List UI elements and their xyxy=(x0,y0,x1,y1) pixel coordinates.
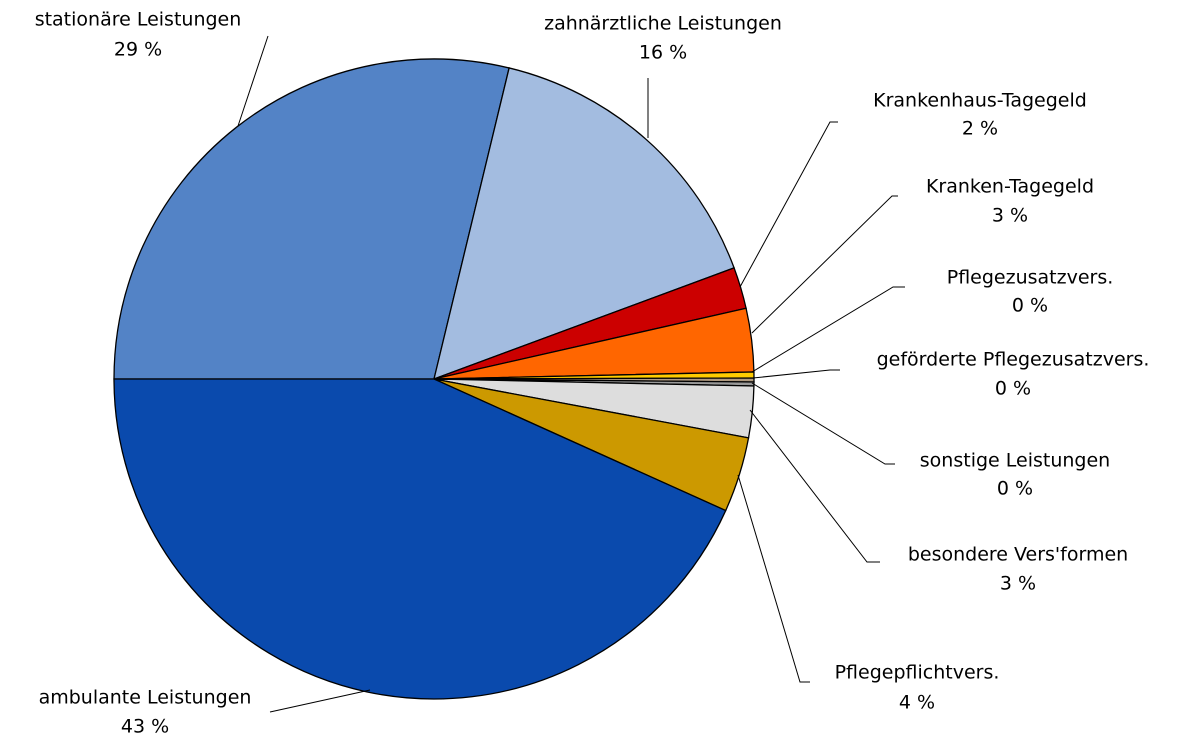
slice-label: Pflegezusatzvers. xyxy=(947,267,1114,289)
slice-value-label: 0 % xyxy=(995,378,1031,400)
pie-slice xyxy=(113,378,727,700)
slice-value-label: 2 % xyxy=(962,118,998,140)
leader-line xyxy=(739,121,838,288)
slice-value-label: 4 % xyxy=(899,692,935,714)
pie-slice xyxy=(433,67,735,381)
slice-value-label: 43 % xyxy=(121,716,169,738)
slice-label: ambulante Leistungen xyxy=(39,687,252,709)
slice-value-label: 3 % xyxy=(1000,573,1036,595)
leader-line xyxy=(737,474,810,683)
slice-label: Kranken-Tagegeld xyxy=(926,176,1094,198)
slice-label: sonstige Leistungen xyxy=(920,450,1110,472)
slice-value-label: 3 % xyxy=(992,205,1028,227)
slice-label: Pflegepflichtvers. xyxy=(835,662,1000,684)
slice-label: zahnärztliche Leistungen xyxy=(544,13,782,35)
leader-line xyxy=(751,195,898,334)
leader-line xyxy=(237,35,269,127)
slice-label: besondere Vers'formen xyxy=(908,544,1128,566)
leader-line xyxy=(751,286,905,373)
slice-value-label: 29 % xyxy=(114,39,162,61)
leader-line xyxy=(269,689,371,713)
slice-value-label: 0 % xyxy=(1012,295,1048,317)
leader-line xyxy=(751,382,895,465)
slice-value-label: 16 % xyxy=(639,42,687,64)
slice-label: stationäre Leistungen xyxy=(35,9,242,31)
leader-line xyxy=(752,369,840,379)
pie-slice xyxy=(113,58,510,380)
slice-label: geförderte Pflegezusatzvers. xyxy=(877,349,1150,371)
slice-value-label: 0 % xyxy=(997,478,1033,500)
leader-line xyxy=(749,409,880,563)
slice-label: Krankenhaus-Tagegeld xyxy=(873,90,1087,112)
